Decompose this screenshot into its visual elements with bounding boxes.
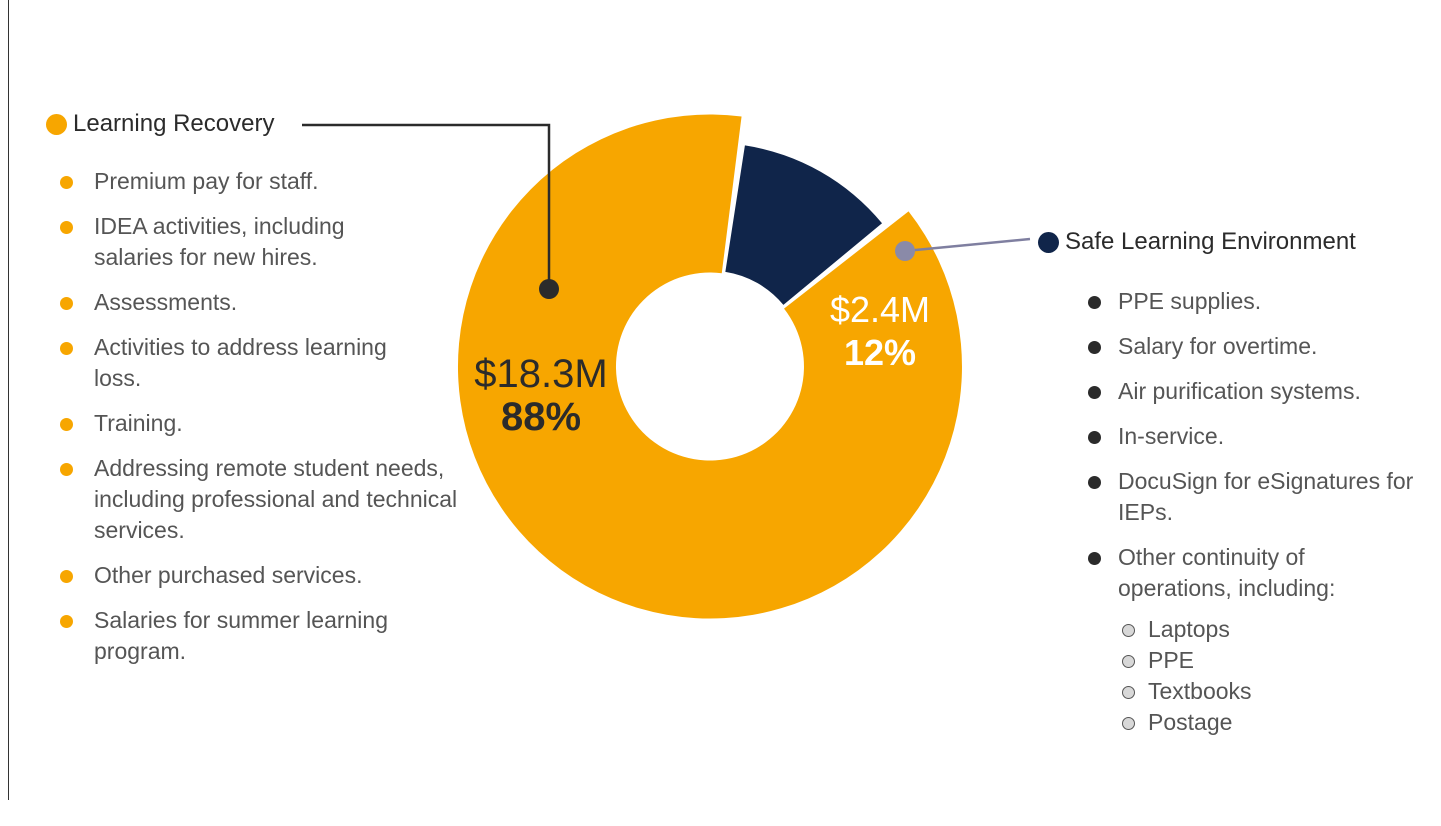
list-item: Other purchased services. (60, 560, 454, 591)
sub-list: Laptops PPE Textbooks Postage (1118, 614, 1418, 738)
bullet-icon (1088, 386, 1101, 399)
list-item: Salaries for summer learning program. (60, 605, 474, 667)
bullet-icon (60, 463, 73, 476)
leader-dot-icon (539, 279, 559, 299)
hollow-bullet-icon (1122, 624, 1135, 637)
list-item: PPE supplies. (1088, 286, 1438, 317)
bullet-icon (60, 570, 73, 583)
learning-recovery-label: Learning Recovery (73, 110, 275, 137)
hollow-bullet-icon (1122, 655, 1135, 668)
sub-list-item: Textbooks (1118, 676, 1418, 707)
list-item: In-service. (1088, 421, 1438, 452)
list-item: Activities to address learning loss. (60, 332, 394, 394)
learning-recovery-legend-dot (46, 113, 67, 135)
bullet-icon (60, 418, 73, 431)
safe-environment-list: PPE supplies. Salary for overtime. Air p… (1088, 286, 1438, 752)
hollow-bullet-icon (1122, 686, 1135, 699)
slice-amount-label: $2.4M (830, 289, 930, 330)
hollow-bullet-icon (1122, 717, 1135, 730)
bullet-icon (60, 342, 73, 355)
bullet-icon (1088, 552, 1101, 565)
safe-environment-legend-dot (1038, 231, 1059, 253)
list-item: Other continuity of operations, includin… (1088, 542, 1418, 738)
bullet-icon (1088, 341, 1101, 354)
bullet-icon (1088, 431, 1101, 444)
list-item: Assessments. (60, 287, 454, 318)
slice-percent-label: 12% (844, 332, 916, 373)
list-item: Addressing remote student needs, includi… (60, 453, 479, 546)
donut-slice-safe-learning-environment (725, 145, 883, 305)
learning-recovery-leader-line (302, 123, 551, 289)
sub-list-item: Laptops (1118, 614, 1418, 645)
safe-environment-label: Safe Learning Environment (1065, 228, 1356, 255)
list-item: Air purification systems. (1088, 376, 1438, 407)
list-item: Training. (60, 408, 454, 439)
learning-recovery-list: Premium pay for staff. IDEA activities, … (60, 166, 460, 681)
list-item: Salary for overtime. (1088, 331, 1438, 362)
bullet-icon (60, 221, 73, 234)
list-item: IDEA activities, including salaries for … (60, 211, 394, 273)
bullet-icon (60, 297, 73, 310)
learning-recovery-title: Learning Recovery (46, 110, 274, 138)
safe-environment-title: Safe Learning Environment (1038, 228, 1356, 256)
slice-amount-label: $18.3M (474, 352, 607, 396)
safe-environment-leader-line (904, 237, 1031, 253)
leader-dot-icon (895, 241, 915, 261)
bullet-icon (1088, 296, 1101, 309)
donut-slice-learning-recovery (457, 114, 962, 619)
bullet-icon (60, 615, 73, 628)
list-item: Premium pay for staff. (60, 166, 454, 197)
bullet-icon (1088, 476, 1101, 489)
sub-list-item: Postage (1118, 707, 1418, 738)
left-divider (8, 0, 9, 800)
bullet-icon (60, 176, 73, 189)
list-item: DocuSign for eSignatures for IEPs. (1088, 466, 1438, 528)
slice-percent-label: 88% (501, 395, 581, 439)
sub-list-item: PPE (1118, 645, 1418, 676)
